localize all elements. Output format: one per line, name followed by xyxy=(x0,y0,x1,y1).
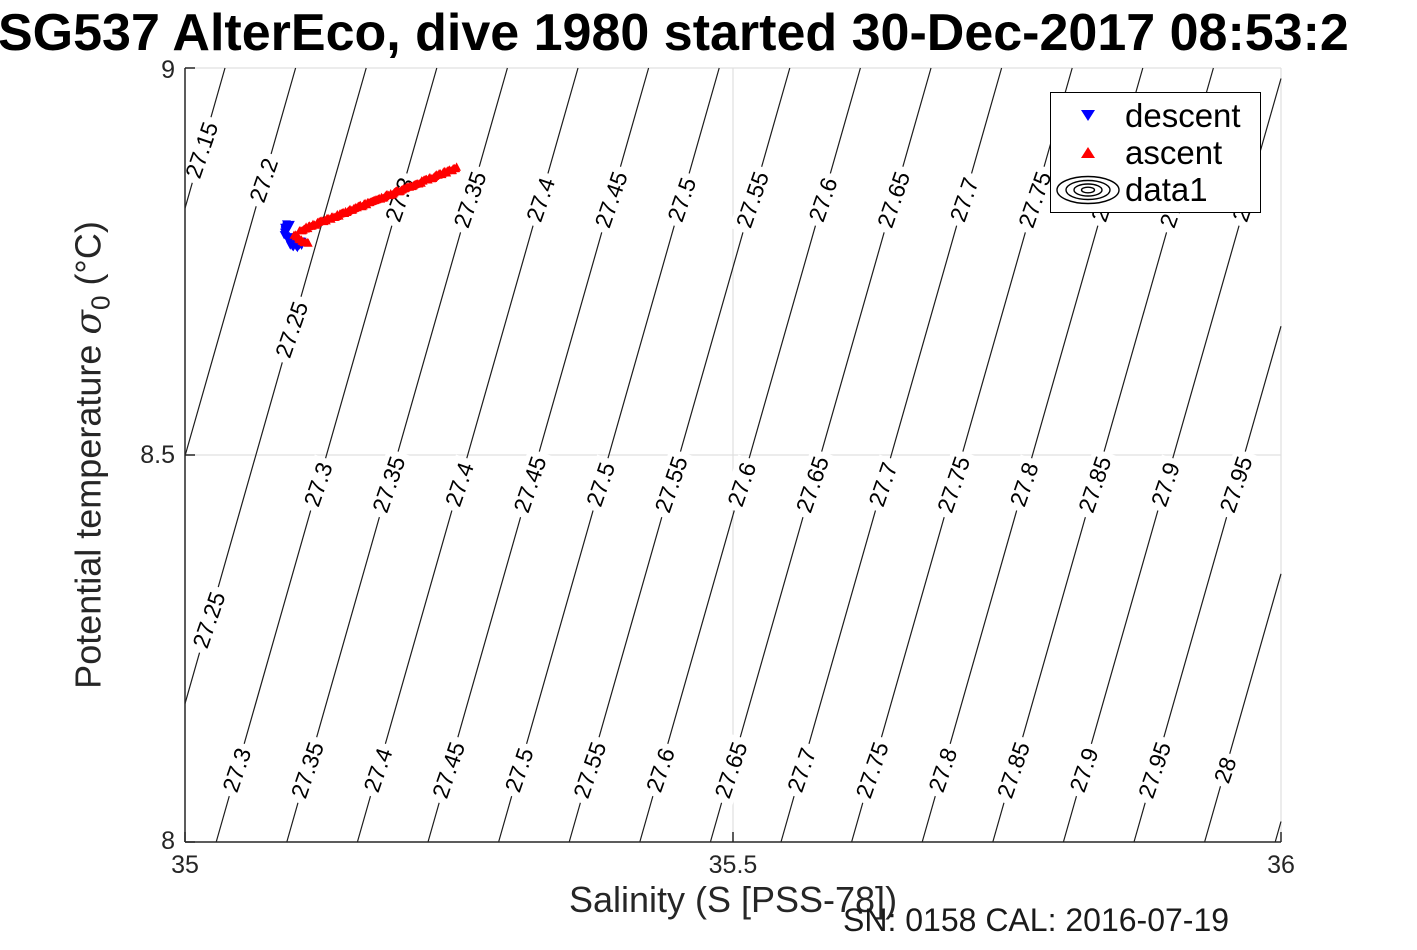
y-tick-8-5: 8.5 xyxy=(140,441,175,469)
svg-text:27.6: 27.6 xyxy=(803,174,842,225)
sigma-subscript: 0 xyxy=(85,295,116,311)
svg-text:27.65: 27.65 xyxy=(791,453,834,516)
svg-text:27.4: 27.4 xyxy=(358,744,397,795)
svg-text:27.85: 27.85 xyxy=(992,739,1035,802)
y-axis-label-units: (°C) xyxy=(67,221,109,296)
legend-label-descent: descent xyxy=(1125,97,1241,134)
svg-text:27.5: 27.5 xyxy=(662,174,701,225)
sn-cal-annotation: SN: 0158 CAL: 2016-07-19 xyxy=(843,902,1230,938)
legend-item-descent: descent xyxy=(1051,97,1260,134)
svg-text:27.6: 27.6 xyxy=(641,745,680,796)
contour-rings-icon xyxy=(1051,174,1125,206)
svg-text:27.8: 27.8 xyxy=(1005,459,1044,510)
svg-text:27.9: 27.9 xyxy=(1064,745,1103,796)
x-tick-36: 36 xyxy=(1267,851,1295,879)
svg-text:27.45: 27.45 xyxy=(589,168,632,231)
svg-text:27.75: 27.75 xyxy=(932,453,975,516)
ascent-markers xyxy=(295,162,461,235)
svg-text:27.35: 27.35 xyxy=(367,453,410,516)
triangle-down-icon xyxy=(1051,110,1125,121)
contour-labels: 27.15 27.227.2527.2527.327.327.327.3527.3… xyxy=(178,113,1268,807)
x-axis-label: Salinity (S [PSS-78]) xyxy=(568,879,898,920)
axis-frame xyxy=(184,67,1282,843)
svg-text:27.25: 27.25 xyxy=(187,588,230,651)
svg-text:27.7: 27.7 xyxy=(782,745,821,796)
svg-text:27.95: 27.95 xyxy=(1133,739,1176,802)
svg-text:27.75: 27.75 xyxy=(850,739,893,802)
y-tick-8: 8 xyxy=(161,827,175,855)
legend-label-ascent: ascent xyxy=(1125,134,1223,171)
svg-text:27.5: 27.5 xyxy=(581,459,620,510)
legend: descent ascent data1 xyxy=(1050,92,1261,213)
ascent-markers xyxy=(289,230,313,247)
svg-text:27.3: 27.3 xyxy=(299,459,338,510)
y-axis-label: Potential temperature σ0 (°C) xyxy=(68,221,117,689)
figure-title: SG537 AlterEco, dive 1980 started 30-Dec… xyxy=(0,4,1349,62)
svg-text:27.7: 27.7 xyxy=(863,459,902,510)
svg-text:27.25: 27.25 xyxy=(270,298,313,361)
svg-text:27.55: 27.55 xyxy=(649,453,692,516)
svg-text:27.95: 27.95 xyxy=(1214,453,1257,516)
legend-item-ascent: ascent xyxy=(1051,134,1260,171)
svg-text:27.9: 27.9 xyxy=(1146,459,1185,510)
svg-text:27.4: 27.4 xyxy=(521,174,560,225)
svg-text:27.8: 27.8 xyxy=(923,745,962,796)
svg-text:27.55: 27.55 xyxy=(568,739,611,802)
svg-text:27.7: 27.7 xyxy=(945,174,984,225)
y-tick-9: 9 xyxy=(161,56,175,84)
x-tick-35-5: 35.5 xyxy=(708,851,758,879)
svg-text:27.3: 27.3 xyxy=(217,745,256,796)
svg-text:27.65: 27.65 xyxy=(872,168,915,231)
svg-text:27.2: 27.2 xyxy=(244,155,283,206)
svg-text:27.4: 27.4 xyxy=(440,459,479,510)
svg-text:27.65: 27.65 xyxy=(709,739,752,802)
svg-text:27.15: 27.15 xyxy=(180,119,223,182)
svg-text:27.45: 27.45 xyxy=(427,739,470,802)
svg-text:27.85: 27.85 xyxy=(1073,453,1116,516)
svg-text:27.55: 27.55 xyxy=(731,168,774,231)
svg-text:27.5: 27.5 xyxy=(500,745,539,796)
x-tick-35: 35 xyxy=(171,851,199,879)
sigma-symbol: σ xyxy=(68,310,110,335)
triangle-up-icon xyxy=(1051,147,1125,158)
svg-text:27.35: 27.35 xyxy=(286,739,329,802)
y-axis-label-text: Potential temperature xyxy=(67,334,109,689)
svg-text:27.6: 27.6 xyxy=(722,459,761,510)
svg-text:27.35: 27.35 xyxy=(448,168,491,231)
legend-label-data1: data1 xyxy=(1125,171,1208,208)
legend-item-data1: data1 xyxy=(1051,171,1260,208)
svg-text:27.45: 27.45 xyxy=(508,453,551,516)
dive-track-markers xyxy=(279,162,461,253)
